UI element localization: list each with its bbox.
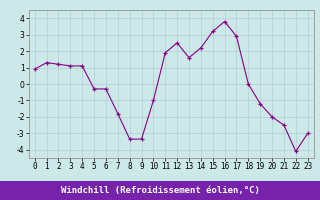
Text: Windchill (Refroidissement éolien,°C): Windchill (Refroidissement éolien,°C) <box>60 186 260 195</box>
